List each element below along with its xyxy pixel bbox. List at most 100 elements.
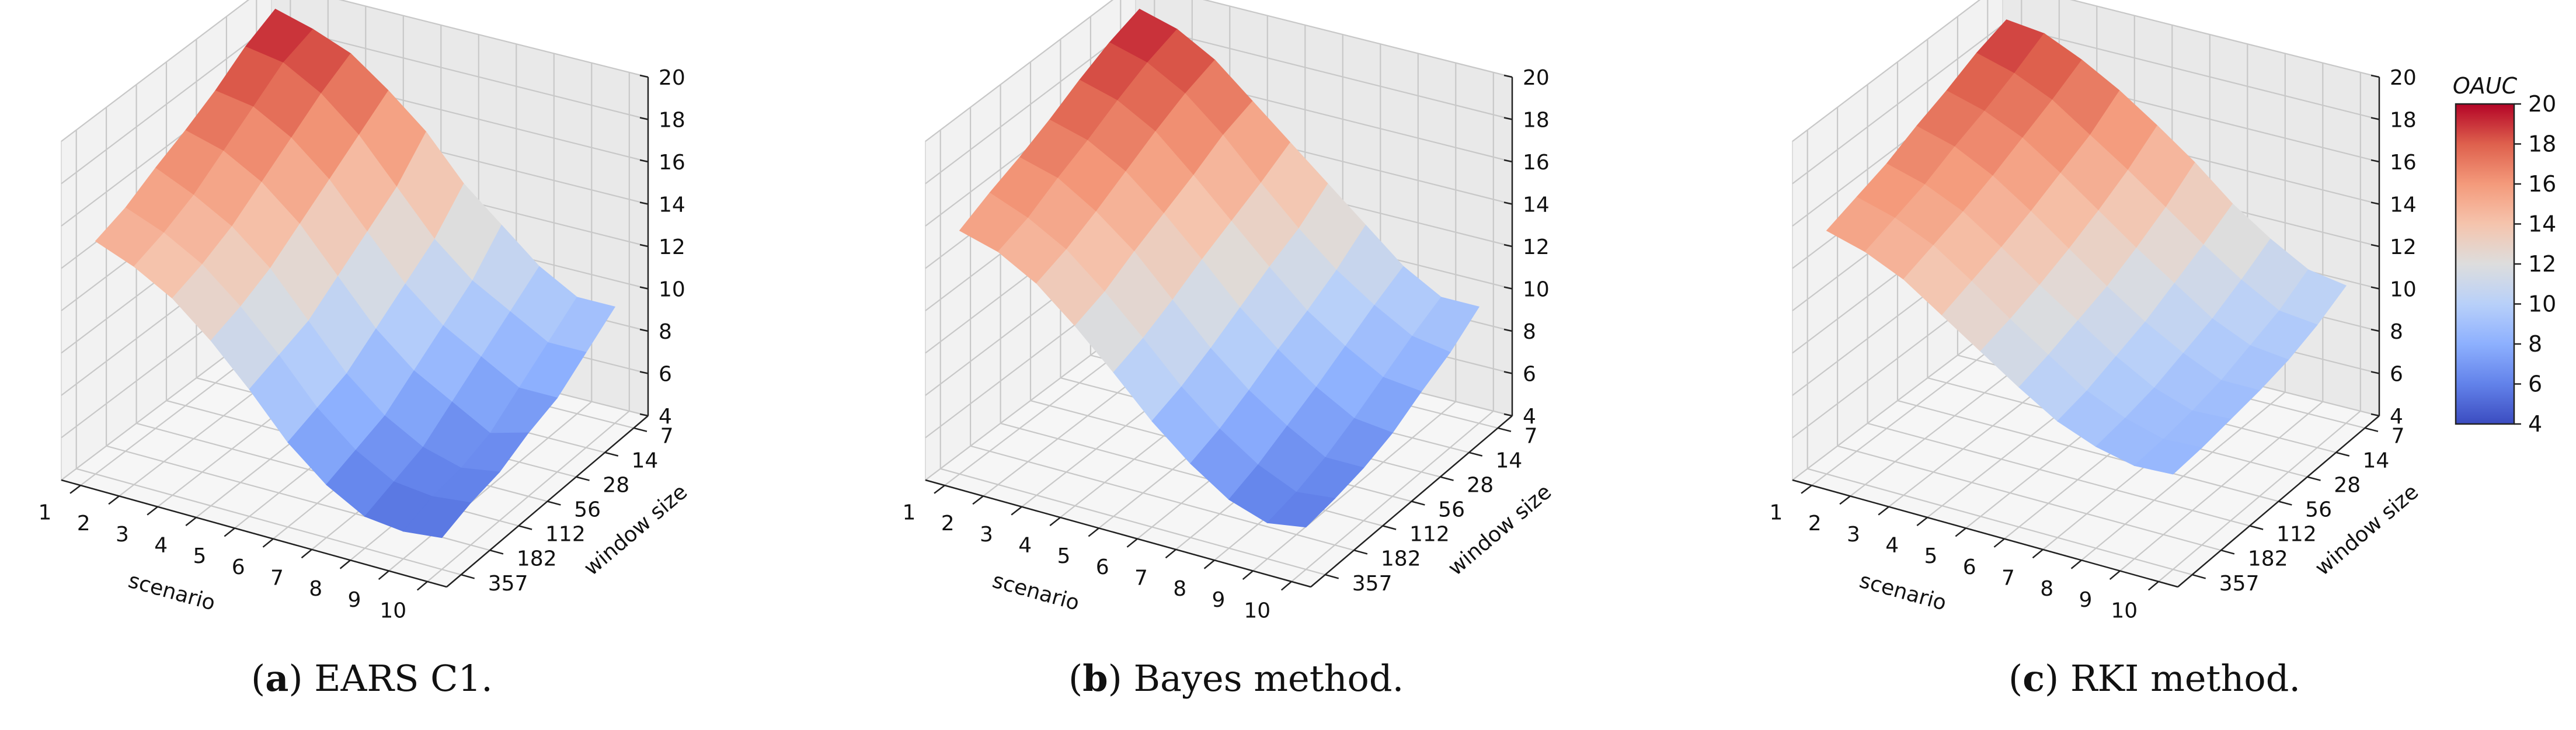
y-tick xyxy=(2192,573,2206,579)
z-tick-label: 18 xyxy=(659,109,685,133)
y-tick xyxy=(2278,500,2292,506)
z-tick xyxy=(1503,117,1513,120)
z-tick-label: 20 xyxy=(1523,66,1550,90)
z-tick-label: 4 xyxy=(1523,405,1536,429)
z-tick xyxy=(1503,286,1513,290)
x-tick-label: 6 xyxy=(232,555,245,579)
x-tick-label: 3 xyxy=(980,523,993,547)
surface-facet xyxy=(1266,492,1336,528)
z-tick xyxy=(2370,328,2380,332)
y-tick xyxy=(489,550,504,555)
z-tick-label: 12 xyxy=(1523,235,1550,259)
x-tick-label: 2 xyxy=(77,512,90,536)
z-tick xyxy=(639,201,649,205)
z-tick-label: 14 xyxy=(659,193,685,217)
x-tick xyxy=(1049,517,1061,526)
y-tick xyxy=(2335,451,2350,457)
z-tick xyxy=(639,244,649,248)
z-tick xyxy=(2370,413,2380,417)
y-tick xyxy=(2365,427,2379,432)
z-tick xyxy=(1503,413,1513,417)
z-tick xyxy=(1503,371,1513,374)
caption-text: ) EARS C1. xyxy=(288,657,493,700)
colorbar-tick-label: 6 xyxy=(2528,371,2542,397)
y-tick xyxy=(461,573,475,579)
y-tick xyxy=(518,525,532,530)
x-tick-label: 10 xyxy=(1244,599,1270,623)
y-tick xyxy=(1498,427,1512,432)
x-tick-label: 7 xyxy=(2001,566,2015,590)
colorbar-tick-label: 8 xyxy=(2528,331,2542,357)
x-tick-label: 4 xyxy=(1885,534,1899,558)
x-tick xyxy=(1801,485,1812,494)
y-tick xyxy=(1411,500,1425,506)
z-tick-label: 4 xyxy=(659,405,672,429)
y-tick xyxy=(1353,550,1368,555)
x-tick xyxy=(934,485,945,494)
y-tick-label: 56 xyxy=(2305,498,2332,522)
y-tick-label: 357 xyxy=(1352,572,1393,596)
y-tick xyxy=(2220,550,2235,555)
y-tick-label: 28 xyxy=(1467,474,1494,498)
caption-letter: b xyxy=(1082,657,1108,700)
z-tick xyxy=(1503,159,1513,163)
x-tick-label: 4 xyxy=(154,534,168,558)
caption-letter: a xyxy=(265,657,289,700)
z-tick xyxy=(1503,328,1513,332)
y-tick-label: 56 xyxy=(1438,498,1465,522)
colorbar-tick-label: 10 xyxy=(2528,291,2556,317)
x-tick-label: 9 xyxy=(348,588,361,612)
x-tick xyxy=(1088,527,1099,537)
z-tick xyxy=(2370,286,2380,290)
z-tick-label: 18 xyxy=(2390,109,2417,133)
z-tick-label: 10 xyxy=(2390,278,2417,302)
y-tick-label: 56 xyxy=(574,498,601,522)
z-tick-label: 6 xyxy=(659,363,672,387)
y-tick-label: 28 xyxy=(603,474,629,498)
surface-facet xyxy=(2133,439,2203,475)
x-tick-label: 6 xyxy=(1963,555,1976,579)
x-tick-label: 7 xyxy=(270,566,284,590)
x-tick-label: 1 xyxy=(38,501,51,525)
z-tick-label: 4 xyxy=(2390,405,2403,429)
z-tick xyxy=(639,159,649,163)
colorbar-tick-label: 4 xyxy=(2528,411,2542,437)
y-tick xyxy=(1440,476,1454,481)
y-axis-label: window size xyxy=(1444,480,1557,580)
z-tick-label: 12 xyxy=(2390,235,2417,259)
y-tick-label: 112 xyxy=(1409,523,1450,547)
x-tick xyxy=(378,570,389,580)
z-tick-label: 8 xyxy=(659,320,672,344)
surface-plot-bayes-method: 1 2 3 4 5 6 7 8 9 1071428561121823574681012141618… xyxy=(902,0,1556,623)
y-tick-label: 357 xyxy=(2219,572,2260,596)
z-tick-label: 8 xyxy=(2390,320,2403,344)
x-tick xyxy=(185,517,197,526)
x-tick-label: 3 xyxy=(116,523,129,547)
x-tick xyxy=(972,495,984,505)
y-tick xyxy=(547,500,561,506)
x-tick-label: 3 xyxy=(1847,523,1860,547)
colorbar-gradient xyxy=(2455,103,2515,425)
surface-plot-rki-method: 1 2 3 4 5 6 7 8 9 1071428561121823574681012141618… xyxy=(1769,0,2423,623)
y-axis-label: window size xyxy=(2311,480,2424,580)
x-tick xyxy=(2070,559,2082,569)
colorbar-tick-label: 20 xyxy=(2528,91,2556,117)
z-tick-label: 10 xyxy=(1523,278,1550,302)
z-tick xyxy=(2370,371,2380,374)
y-axis-label: window size xyxy=(580,480,692,580)
x-axis-line xyxy=(61,479,447,588)
x-tick xyxy=(339,559,351,569)
grid-line-z xyxy=(61,0,649,142)
z-tick-label: 20 xyxy=(659,66,685,90)
y-tick xyxy=(633,427,648,432)
x-tick-label: 8 xyxy=(2040,577,2053,601)
x-tick xyxy=(1839,495,1851,505)
y-tick xyxy=(2249,525,2264,530)
x-tick xyxy=(1126,538,1138,548)
z-tick-label: 6 xyxy=(2390,363,2403,387)
y-tick-label: 14 xyxy=(2362,449,2389,472)
surface-facet xyxy=(402,496,472,538)
z-tick-label: 14 xyxy=(1523,193,1550,217)
colorbar-title: OAUC xyxy=(2453,73,2518,99)
